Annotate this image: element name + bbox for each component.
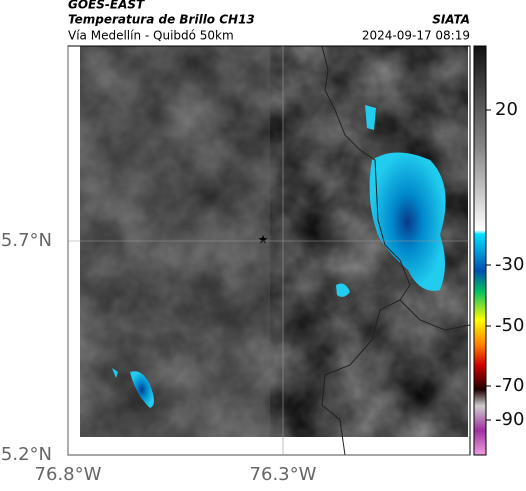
colorbar — [473, 45, 487, 456]
source: GOES-EAST — [68, 0, 145, 12]
lon-label: 76.8°W — [35, 464, 102, 485]
colorbar-label: -90 — [495, 409, 524, 430]
lat-label: 5.7°N — [1, 230, 52, 251]
colorbar-label: -70 — [495, 375, 524, 396]
colorbar-label: 20 — [495, 99, 518, 120]
org: SIATA — [432, 13, 470, 27]
title: Temperatura de Brillo CH13 — [68, 13, 255, 27]
svg-text:★: ★ — [258, 233, 269, 247]
subtitle: Vía Medellín - Quibdó 50km — [68, 29, 234, 43]
lon-label: 76.3°W — [250, 464, 317, 485]
colorbar-label: -50 — [495, 315, 524, 336]
map: ★ — [67, 45, 471, 456]
lat-label: 5.2°N — [1, 444, 52, 465]
timestamp: 2024-09-17 08:19 — [362, 29, 470, 43]
colorbar-label: -30 — [495, 254, 524, 275]
